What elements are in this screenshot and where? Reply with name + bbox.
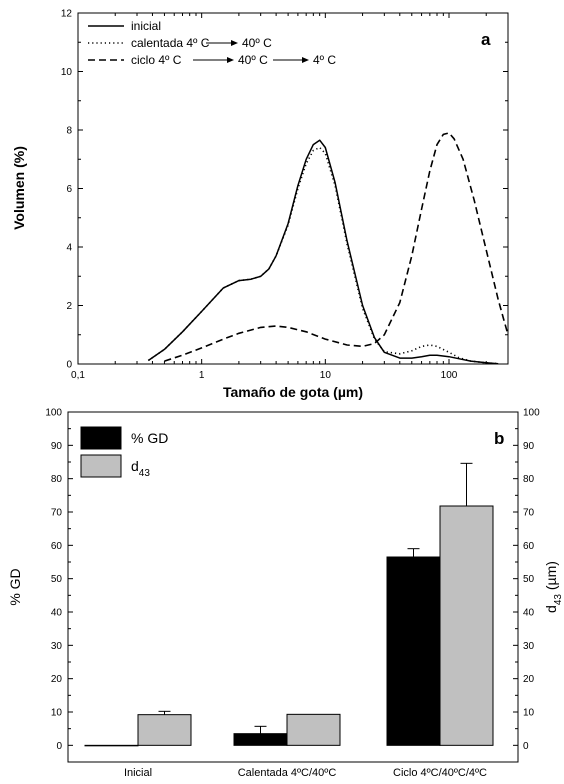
panel-a-y-tick-label: 2 bbox=[66, 301, 72, 312]
panel-b-y2-tick-label: 0 bbox=[523, 741, 529, 752]
panel-b-y2-tick-label: 50 bbox=[523, 574, 535, 585]
panel-a-legend-label-2-part-1: calentada 4º C bbox=[131, 36, 210, 50]
panel-b-y2-tick-label: 90 bbox=[523, 441, 535, 452]
panel-a-axes: 0 2 4 6 8 10 12 0,1 1 10 100 bbox=[61, 9, 509, 381]
panel-b-axes: 0 0 10 10 20 20 30 30 40 40 50 50 60 60 70 70 80 80 90 90 10… bbox=[45, 408, 540, 780]
panel-a-y-tick-label: 0 bbox=[66, 360, 72, 371]
panel-a-y-tick-label: 10 bbox=[61, 67, 73, 78]
panel-b-bars bbox=[84, 462, 494, 747]
panel-a-legend-label-1: inicial bbox=[131, 19, 161, 33]
panel-b-y2-axis-label: d43 (µm) bbox=[543, 561, 564, 613]
panel-b-y-tick-label: 0 bbox=[56, 741, 62, 752]
panel-b-y-tick-label: 40 bbox=[51, 608, 63, 619]
panel-b-y-tick-label: 30 bbox=[51, 641, 63, 652]
panel-b-bar-2-2 bbox=[286, 713, 341, 746]
panel-b-category-label-2: Calentada 4ºC/40ºC bbox=[238, 767, 337, 779]
panel-a-series-2-line bbox=[147, 146, 499, 365]
panel-b-legend: % GD d43 bbox=[80, 426, 168, 479]
panel-b-y-axis-label: % GD bbox=[7, 568, 23, 605]
panel-b-y2-tick-label: 40 bbox=[523, 608, 535, 619]
panel-a-series bbox=[147, 132, 509, 365]
panel-b-label: b bbox=[494, 429, 504, 448]
panel-b-category-label-3: Ciclo 4ºC/40ºC/4ºC bbox=[393, 767, 487, 779]
panel-b-legend-swatch-2 bbox=[80, 454, 122, 478]
panel-a-legend-label-2-part-2: 40º C bbox=[242, 36, 272, 50]
panel-b-y2-tick-label: 60 bbox=[523, 541, 535, 552]
panel-b-y2-tick-label: 100 bbox=[523, 408, 540, 419]
panel-a-y-tick-label: 12 bbox=[61, 9, 73, 20]
panel-a-x-axis-label: Tamaño de gota (µm) bbox=[223, 384, 363, 400]
panel-b-y2-tick-label: 70 bbox=[523, 508, 535, 519]
panel-b-plot-frame bbox=[67, 411, 519, 763]
panel-b-bar-1-2 bbox=[233, 733, 288, 746]
panel-b-bar-2-1 bbox=[137, 714, 192, 746]
panel-b-y2-tick-label: 10 bbox=[523, 708, 535, 719]
panel-b-bar-1-3 bbox=[386, 556, 441, 746]
panel-b-bar-chart: 0 0 10 10 20 20 30 30 40 40 50 50 60 60 70 70 80 80 90 90 10… bbox=[7, 408, 564, 780]
panel-a-x-tick-label: 0,1 bbox=[71, 370, 85, 381]
panel-b-bar-1-1 bbox=[84, 744, 139, 747]
panel-a-y-tick-label: 8 bbox=[66, 126, 72, 137]
panel-b-bar-2-3 bbox=[439, 505, 494, 746]
panel-a-x-tick-label: 10 bbox=[320, 370, 332, 381]
panel-b-y-tick-label: 60 bbox=[51, 541, 63, 552]
panel-a-x-tick-label: 1 bbox=[199, 370, 205, 381]
panel-a-legend-label-3-part-1: ciclo 4º C bbox=[131, 53, 182, 67]
panel-a-y-axis-label: Volumen (%) bbox=[11, 146, 27, 230]
panel-b-y2-tick-label: 30 bbox=[523, 641, 535, 652]
panel-b-category-label-1: Inicial bbox=[124, 767, 152, 779]
panel-a-legend-arrow-3b-head bbox=[302, 57, 309, 63]
panel-a-y-tick-label: 4 bbox=[66, 243, 72, 254]
panel-a-legend-arrow-3a-head bbox=[227, 57, 234, 63]
panel-b-y-tick-label: 90 bbox=[51, 441, 63, 452]
panel-b-y-tick-label: 50 bbox=[51, 574, 63, 585]
panel-b-y2-tick-label: 80 bbox=[523, 474, 535, 485]
panel-b-legend-label-1: % GD bbox=[131, 430, 168, 446]
panel-a-series-1-line bbox=[147, 139, 499, 365]
panel-a-y-tick-label: 6 bbox=[66, 184, 72, 195]
panel-b-legend-swatch-1 bbox=[80, 426, 122, 450]
panel-b-y2-tick-label: 20 bbox=[523, 674, 535, 685]
panel-b-y-tick-label: 70 bbox=[51, 508, 63, 519]
panel-a-legend: inicial calentada 4º C 40º C ciclo 4º C 40º … bbox=[88, 19, 336, 67]
panel-a-legend-arrow-2-head bbox=[231, 40, 238, 46]
panel-a-legend-label-3-part-2: 40º C bbox=[238, 53, 268, 67]
panel-b-legend-label-2: d43 bbox=[131, 458, 150, 479]
panel-a-legend-label-3-part-3: 4º C bbox=[313, 53, 336, 67]
panel-a-series-3-line bbox=[164, 132, 509, 362]
panel-a-label: a bbox=[481, 30, 491, 49]
panel-a-x-tick-label: 100 bbox=[441, 370, 458, 381]
panel-b-y-tick-label: 80 bbox=[51, 474, 63, 485]
panel-a-line-chart: 0 2 4 6 8 10 12 0,1 1 10 100 a Tamaño de gota (µm)… bbox=[11, 9, 509, 400]
panel-b-y-tick-label: 10 bbox=[51, 708, 63, 719]
panel-b-y-tick-label: 100 bbox=[45, 408, 62, 419]
panel-b-y-tick-label: 20 bbox=[51, 674, 63, 685]
